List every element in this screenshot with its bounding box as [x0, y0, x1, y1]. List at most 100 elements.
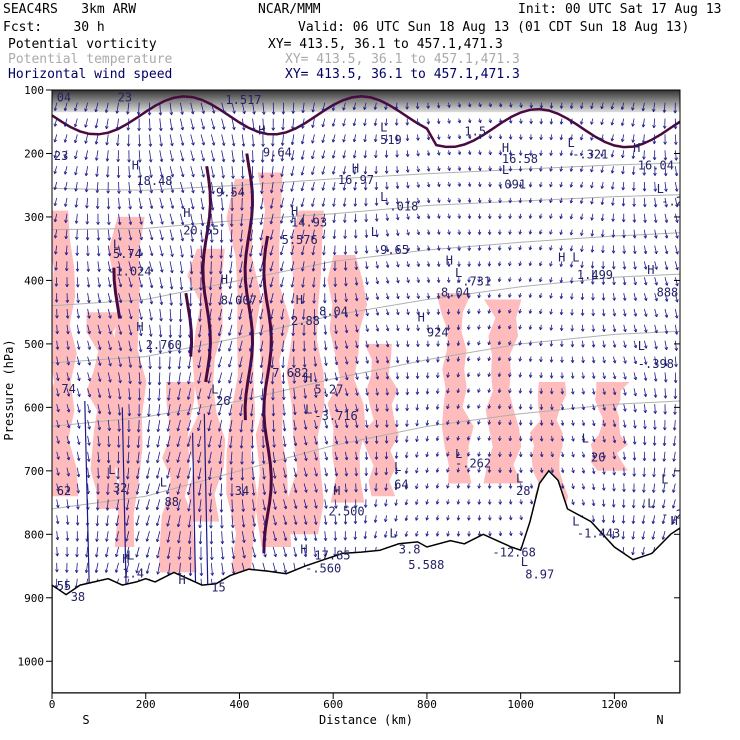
wind-vector	[324, 308, 326, 319]
wind-vector	[86, 546, 89, 558]
wind-vector-head	[127, 159, 131, 163]
wind-vector-head	[239, 223, 244, 227]
wind-vector	[252, 102, 255, 115]
wind-vector-head	[229, 223, 234, 227]
wind-vector-head	[633, 250, 637, 255]
wind-vector	[417, 166, 420, 172]
wind-vector	[283, 515, 287, 525]
wind-vector-head	[66, 409, 71, 413]
wind-vector-head	[160, 189, 164, 194]
wind-vector	[642, 102, 645, 112]
wind-vector	[386, 261, 389, 268]
wind-vector-head	[125, 538, 129, 542]
wind-vector-head	[405, 122, 410, 126]
wind-vector-head	[405, 376, 410, 380]
wind-vector-head	[611, 202, 615, 206]
wind-vector	[107, 229, 110, 241]
wind-vector-head	[416, 168, 420, 173]
wind-vector-head	[508, 262, 512, 267]
wind-vector	[613, 404, 616, 411]
wind-vector	[75, 197, 78, 208]
wind-vector-head	[549, 279, 553, 283]
wind-vector-head	[519, 469, 523, 473]
wind-vector-head	[559, 215, 563, 220]
wind-vector-head	[135, 570, 139, 574]
wind-vector	[209, 483, 212, 497]
wind-vector-head	[135, 554, 139, 558]
wind-vector	[405, 467, 408, 474]
wind-vector	[218, 308, 223, 321]
wind-vector-head	[363, 535, 368, 540]
wind-vector	[293, 515, 297, 525]
wind-vector-head	[145, 522, 150, 526]
contour-label: 34	[235, 484, 249, 498]
wind-vector-head	[633, 329, 638, 333]
wind-vector	[239, 277, 243, 289]
contour-label: 2.760	[146, 338, 182, 352]
wind-vector-head	[208, 318, 212, 322]
wind-vector	[241, 118, 245, 131]
wind-vector	[118, 182, 120, 194]
wind-vector-head	[324, 505, 328, 509]
wind-vector-head	[188, 319, 193, 323]
y-tick-label: 800	[24, 528, 44, 541]
wind-vector-head	[508, 152, 513, 156]
wind-vector-head	[210, 572, 215, 576]
wind-vector	[364, 118, 367, 126]
wind-vector-head	[416, 184, 420, 188]
wind-vector-head	[446, 279, 451, 283]
wind-vector	[664, 166, 667, 176]
field-xy-theta: XY= 413.5, 36.1 to 457.1,471.3	[285, 52, 520, 67]
wind-vector	[190, 118, 194, 130]
wind-vector-head	[211, 158, 216, 162]
wind-vector-head	[396, 264, 400, 268]
x-tick-label: 0	[49, 698, 56, 711]
wind-vector-head	[497, 421, 502, 425]
wind-vector-head	[664, 314, 669, 318]
wind-vector	[87, 435, 90, 446]
wind-vector	[167, 546, 171, 559]
wind-vector-head	[602, 407, 606, 411]
wind-vector-head	[375, 376, 380, 380]
wind-vector-head	[456, 517, 461, 521]
wind-vector	[221, 197, 224, 211]
x-tick-label: 400	[230, 698, 250, 711]
wind-vector	[116, 499, 119, 511]
wind-vector-head	[63, 123, 68, 127]
wind-vector-head	[354, 473, 359, 477]
wind-vector	[590, 166, 594, 173]
wind-vector	[674, 261, 679, 271]
wind-vector-head	[167, 366, 172, 370]
wind-vector	[437, 261, 440, 267]
wind-vector	[87, 372, 91, 382]
wind-vector	[180, 166, 184, 177]
wind-vector-head	[250, 175, 255, 179]
wind-vector	[580, 181, 583, 188]
wind-vector	[427, 229, 430, 235]
wind-vector-head	[248, 284, 253, 288]
wind-vector-head	[415, 470, 419, 474]
contour-label: 18.48	[136, 174, 172, 188]
wind-vector	[663, 102, 666, 113]
wind-vector-head	[425, 438, 430, 442]
wind-vector-head	[519, 120, 523, 124]
wind-vector	[66, 451, 70, 461]
wind-vector-head	[550, 469, 554, 473]
wind-vector-head	[238, 348, 242, 352]
wind-vector	[190, 261, 193, 275]
wind-vector	[117, 467, 119, 480]
wind-vector	[580, 150, 583, 156]
wind-vector-head	[272, 475, 277, 479]
wind-vector-head	[612, 281, 616, 286]
wind-vector	[137, 435, 140, 448]
wind-vector	[344, 308, 348, 318]
wind-vector-head	[654, 313, 658, 318]
wind-vector	[540, 150, 542, 156]
wind-vector-head	[436, 311, 441, 315]
wind-vector-head	[191, 158, 195, 162]
wind-vector-head	[118, 331, 123, 335]
wind-vector	[375, 499, 377, 507]
wind-vector-head	[313, 554, 318, 558]
wind-vector-head	[197, 476, 201, 480]
wind-vector	[127, 467, 130, 480]
